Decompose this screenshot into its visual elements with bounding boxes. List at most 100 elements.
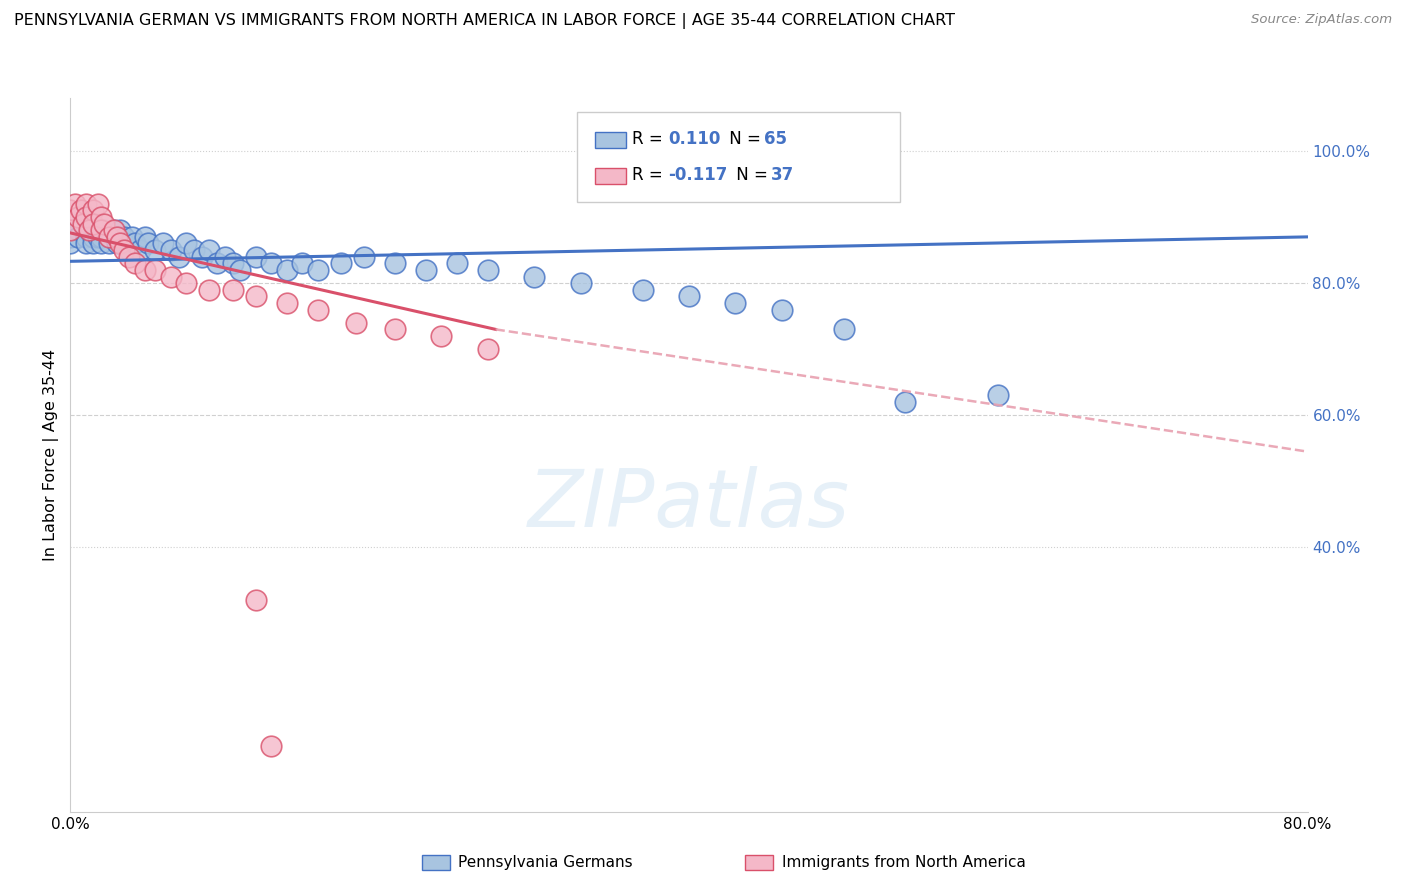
Point	[105, 230, 128, 244]
Point	[214, 250, 236, 264]
Point	[346, 316, 368, 330]
Point	[82, 203, 105, 218]
Point	[90, 223, 112, 237]
Point	[152, 236, 174, 251]
Point	[291, 256, 314, 270]
Text: 37: 37	[770, 166, 794, 184]
Point	[415, 263, 437, 277]
Point	[330, 256, 353, 270]
Point	[124, 236, 146, 251]
Point	[894, 395, 917, 409]
Point	[77, 217, 100, 231]
Point	[105, 236, 128, 251]
Point	[198, 283, 221, 297]
Point	[75, 197, 97, 211]
Point	[93, 217, 115, 231]
Point	[72, 217, 94, 231]
Point	[191, 250, 214, 264]
Point	[72, 210, 94, 224]
Point	[145, 243, 166, 257]
Point	[770, 302, 793, 317]
Point	[98, 236, 120, 251]
Point	[245, 593, 267, 607]
Text: R =: R =	[631, 130, 668, 148]
Point	[631, 283, 654, 297]
Point	[446, 256, 468, 270]
Point	[724, 296, 747, 310]
Point	[90, 230, 112, 244]
Point	[124, 256, 146, 270]
Point	[260, 739, 283, 753]
Point	[307, 302, 329, 317]
Point	[121, 230, 143, 244]
Point	[90, 210, 112, 224]
Point	[67, 210, 90, 224]
Text: Pennsylvania Germans: Pennsylvania Germans	[458, 855, 633, 870]
Text: PENNSYLVANIA GERMAN VS IMMIGRANTS FROM NORTH AMERICA IN LABOR FORCE | AGE 35-44 : PENNSYLVANIA GERMAN VS IMMIGRANTS FROM N…	[14, 13, 955, 29]
Point	[75, 236, 97, 251]
Point	[523, 269, 546, 284]
Point	[145, 263, 166, 277]
Point	[167, 250, 190, 264]
Point	[82, 217, 105, 231]
Point	[87, 197, 110, 211]
Point	[678, 289, 700, 303]
Text: N =: N =	[731, 166, 773, 184]
Point	[245, 250, 267, 264]
Point	[108, 223, 131, 237]
Point	[67, 230, 90, 244]
Point	[82, 230, 105, 244]
Point	[114, 243, 135, 257]
Point	[75, 210, 97, 224]
Point	[260, 256, 283, 270]
Text: 0.110: 0.110	[668, 130, 720, 148]
Point	[384, 256, 406, 270]
Point	[229, 263, 252, 277]
Point	[134, 230, 156, 244]
Point	[63, 197, 86, 211]
Point	[87, 230, 110, 244]
Text: Source: ZipAtlas.com: Source: ZipAtlas.com	[1251, 13, 1392, 27]
Point	[207, 256, 229, 270]
Text: -0.117: -0.117	[668, 166, 727, 184]
Point	[430, 329, 453, 343]
Point	[67, 223, 90, 237]
Point	[70, 203, 93, 218]
Point	[59, 230, 82, 244]
Point	[103, 223, 125, 237]
Point	[174, 276, 197, 290]
Point	[222, 256, 245, 270]
Point	[118, 250, 141, 264]
Point	[384, 322, 406, 336]
Point	[59, 223, 82, 237]
Point	[118, 243, 141, 257]
Point	[59, 203, 82, 218]
Point	[134, 263, 156, 277]
Point	[114, 236, 135, 251]
Point	[87, 223, 110, 237]
Point	[108, 236, 131, 251]
Point	[105, 230, 128, 244]
Point	[569, 276, 592, 290]
Point	[183, 243, 205, 257]
Y-axis label: In Labor Force | Age 35-44: In Labor Force | Age 35-44	[44, 349, 59, 561]
Point	[59, 236, 82, 251]
Point	[477, 263, 499, 277]
Point	[93, 223, 115, 237]
Point	[75, 230, 97, 244]
Point	[77, 223, 100, 237]
Point	[222, 283, 245, 297]
Point	[245, 289, 267, 303]
Point	[198, 243, 221, 257]
Point	[160, 243, 183, 257]
Text: N =: N =	[724, 130, 766, 148]
Point	[114, 230, 135, 244]
Point	[90, 236, 112, 251]
Point	[477, 342, 499, 356]
Point	[98, 230, 120, 244]
Text: ZIPatlas: ZIPatlas	[527, 466, 851, 544]
Point	[353, 250, 375, 264]
Text: Immigrants from North America: Immigrants from North America	[782, 855, 1025, 870]
Point	[987, 388, 1010, 402]
Point	[129, 243, 152, 257]
